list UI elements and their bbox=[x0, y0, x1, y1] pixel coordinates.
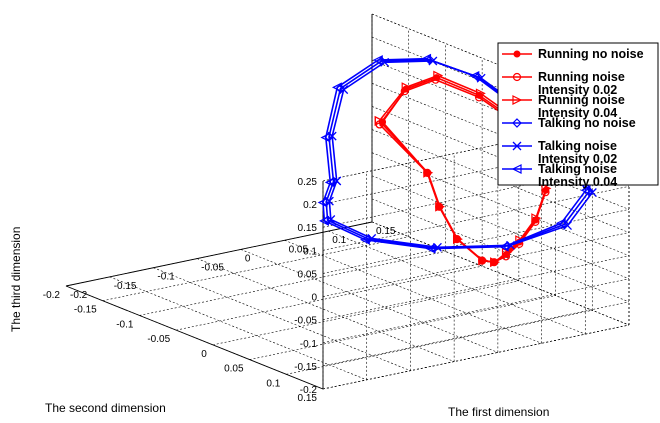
data-point bbox=[319, 215, 329, 226]
data-point bbox=[425, 243, 436, 254]
data-point bbox=[478, 255, 489, 266]
data-point bbox=[435, 201, 446, 212]
y-tick-label: 0.15 bbox=[298, 393, 318, 404]
y-tick-label: -0.2 bbox=[43, 290, 61, 301]
data-point bbox=[317, 197, 328, 208]
y-tick-label: 0.1 bbox=[266, 378, 280, 389]
z-tick-label: 0.1 bbox=[303, 246, 317, 257]
z-axis-title: The third dimension bbox=[9, 227, 23, 332]
legend-label: Running noise bbox=[538, 70, 625, 84]
legend-label-line2: Intensity 0.02 bbox=[538, 83, 617, 97]
z-tick-label: 0.2 bbox=[303, 200, 317, 211]
data-point bbox=[541, 183, 552, 194]
legend-entry: Talking no noise bbox=[502, 116, 636, 130]
legend-label-line2: Intensity 0.04 bbox=[538, 175, 617, 189]
legend-marker bbox=[512, 95, 523, 105]
data-point bbox=[374, 115, 385, 126]
data-point bbox=[469, 70, 480, 81]
legend-marker bbox=[512, 118, 522, 128]
legend-label: Talking noise bbox=[538, 162, 617, 176]
legend-marker bbox=[511, 164, 522, 174]
data-point bbox=[490, 257, 500, 268]
x-tick-label: -0.05 bbox=[201, 263, 224, 274]
y-tick-label: 0.05 bbox=[224, 364, 244, 375]
data-point bbox=[474, 93, 484, 102]
z-tick-label: -0.15 bbox=[294, 362, 317, 373]
y-tick-label: 0 bbox=[201, 349, 207, 360]
legend-label: Running no noise bbox=[538, 47, 644, 61]
data-point bbox=[372, 55, 383, 65]
legend-marker bbox=[513, 50, 521, 58]
y-tick-label: -0.15 bbox=[74, 305, 97, 316]
z-tick-label: 0.05 bbox=[298, 269, 318, 280]
legend-marker bbox=[512, 141, 522, 151]
legend-box bbox=[497, 42, 659, 186]
x-tick-label: -0.2 bbox=[70, 290, 88, 301]
z-tick-label: 0.15 bbox=[298, 223, 318, 234]
x-tick-label: 0.05 bbox=[289, 244, 309, 255]
legend-label: Talking noise bbox=[538, 139, 617, 153]
data-point bbox=[421, 53, 432, 64]
data-point bbox=[475, 88, 486, 99]
series-3 bbox=[374, 70, 555, 268]
x-tick-label: 0.15 bbox=[376, 226, 396, 237]
legend-label: Running noise bbox=[538, 93, 625, 107]
legend-label: Talking no noise bbox=[538, 116, 636, 130]
legend-entry: Running no noise bbox=[502, 47, 644, 61]
series-line bbox=[378, 74, 550, 263]
data-point bbox=[452, 234, 463, 245]
data-point bbox=[400, 87, 409, 96]
legend-marker bbox=[512, 72, 522, 82]
data-point bbox=[498, 241, 509, 252]
x-tick-label: -0.15 bbox=[114, 281, 137, 292]
data-point bbox=[580, 185, 591, 196]
x-tick-label: 0 bbox=[245, 253, 251, 264]
data-point bbox=[531, 213, 542, 224]
z-tick-label: 0 bbox=[311, 293, 317, 304]
data-point bbox=[401, 82, 412, 93]
data-point bbox=[331, 82, 342, 93]
y-tick-label: -0.1 bbox=[116, 319, 134, 330]
data-point bbox=[555, 218, 566, 229]
z-tick-label: -0.2 bbox=[300, 385, 318, 396]
data-point bbox=[320, 132, 331, 143]
data-point bbox=[324, 177, 335, 188]
y-tick-label: -0.05 bbox=[147, 334, 170, 345]
y-axis-title: The second dimension bbox=[45, 401, 166, 415]
data-point bbox=[433, 70, 444, 81]
legend-label-line2: Intensity 0.04 bbox=[538, 106, 617, 120]
x-tick-label: -0.1 bbox=[157, 272, 175, 283]
z-tick-label: 0.25 bbox=[298, 177, 318, 188]
tick-labels: -0.2-0.15-0.1-0.0500.050.10.150.150.10.0… bbox=[43, 177, 396, 404]
x-tick-label: 0.1 bbox=[332, 235, 346, 246]
x-axis-title: The first dimension bbox=[448, 405, 549, 419]
legend-label-line2: Intensity 0.02 bbox=[538, 152, 617, 166]
data-point bbox=[423, 167, 434, 178]
data-point bbox=[359, 234, 370, 245]
z-tick-label: -0.05 bbox=[294, 316, 317, 327]
z-tick-label: -0.1 bbox=[300, 339, 318, 350]
